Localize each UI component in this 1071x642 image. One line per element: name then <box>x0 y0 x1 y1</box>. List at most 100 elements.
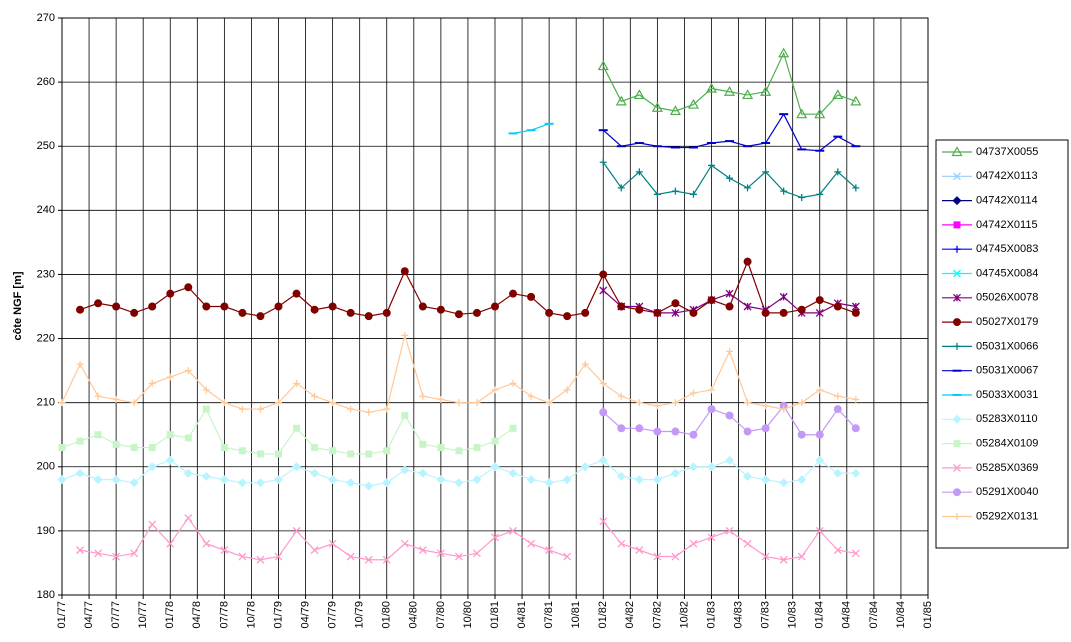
marker <box>581 360 589 368</box>
marker <box>743 302 752 311</box>
marker <box>256 312 265 321</box>
marker <box>310 546 319 555</box>
y-tick-label: 180 <box>37 589 55 601</box>
marker <box>201 471 211 481</box>
marker <box>382 478 392 488</box>
marker <box>779 555 788 564</box>
marker <box>275 450 282 458</box>
marker <box>220 444 228 452</box>
marker <box>491 533 499 542</box>
marker <box>383 447 391 455</box>
marker <box>653 308 662 317</box>
x-tick-label: 04/78 <box>191 601 203 629</box>
marker <box>671 427 680 436</box>
marker <box>669 105 681 116</box>
marker <box>545 546 554 555</box>
marker <box>635 168 643 176</box>
marker <box>454 310 463 319</box>
legend-marker <box>953 221 961 229</box>
marker <box>364 312 373 321</box>
legend-label: 05031X0066 <box>976 340 1038 352</box>
marker <box>76 360 84 368</box>
marker <box>238 447 246 455</box>
marker <box>707 462 716 472</box>
legend-marker <box>953 269 961 278</box>
marker <box>798 399 806 407</box>
marker <box>238 405 246 413</box>
marker <box>653 190 661 198</box>
x-tick-label: 10/82 <box>678 601 690 629</box>
marker <box>183 468 193 478</box>
x-tick-label: 07/80 <box>435 601 447 629</box>
marker <box>797 430 806 439</box>
legend-marker <box>953 318 961 327</box>
x-tick-label: 07/82 <box>651 601 663 629</box>
marker <box>509 289 518 298</box>
marker <box>148 302 157 311</box>
marker <box>834 168 842 176</box>
marker <box>329 447 337 455</box>
marker <box>57 475 67 485</box>
marker <box>94 549 103 558</box>
marker <box>617 184 625 192</box>
marker <box>293 379 301 387</box>
legend-marker <box>951 146 963 157</box>
x-tick-label: 04/80 <box>408 601 420 629</box>
marker <box>563 312 572 321</box>
legend-marker <box>953 245 961 253</box>
y-tick-label: 200 <box>37 461 55 473</box>
marker <box>725 455 735 465</box>
x-tick-label: 04/77 <box>83 601 95 629</box>
marker <box>94 431 102 439</box>
x-tick-label: 10/80 <box>462 601 474 629</box>
marker <box>762 402 770 410</box>
legend-marker <box>953 488 961 497</box>
marker <box>779 292 788 301</box>
x-tick-label: 10/77 <box>137 601 149 629</box>
marker <box>58 444 66 452</box>
marker <box>311 392 319 400</box>
legend-marker <box>953 440 961 448</box>
x-tick-label: 10/83 <box>787 601 799 629</box>
marker <box>708 386 715 394</box>
x-tick-label: 07/79 <box>327 601 339 629</box>
marker <box>635 305 644 314</box>
marker <box>527 292 536 301</box>
marker <box>184 434 192 442</box>
marker <box>166 539 175 548</box>
marker <box>815 296 824 305</box>
marker <box>833 302 842 311</box>
marker <box>851 468 861 478</box>
marker <box>689 389 697 397</box>
legend-label: 05031X0067 <box>976 365 1038 377</box>
marker <box>346 478 356 488</box>
marker <box>419 392 427 400</box>
marker <box>708 161 715 169</box>
x-tick-label: 01/77 <box>56 601 68 629</box>
marker <box>472 549 481 558</box>
marker <box>617 539 626 548</box>
marker <box>94 299 103 308</box>
x-tick-label: 01/81 <box>489 601 501 629</box>
marker <box>274 302 283 311</box>
marker <box>599 517 608 526</box>
marker <box>436 305 445 314</box>
legend-label: 05283X0110 <box>976 413 1038 425</box>
marker <box>852 184 860 192</box>
marker <box>455 447 463 455</box>
marker <box>255 478 265 488</box>
marker <box>707 405 716 414</box>
legend-marker <box>953 513 961 520</box>
legend-marker <box>953 293 961 302</box>
marker <box>814 108 826 119</box>
marker <box>202 405 210 413</box>
marker <box>671 299 680 308</box>
legend-label: 05284X0109 <box>976 438 1038 450</box>
marker <box>58 399 66 407</box>
legend-label: 05285X0369 <box>976 462 1038 474</box>
marker <box>400 465 410 475</box>
marker <box>292 526 301 535</box>
marker <box>526 475 536 485</box>
marker <box>851 308 860 317</box>
